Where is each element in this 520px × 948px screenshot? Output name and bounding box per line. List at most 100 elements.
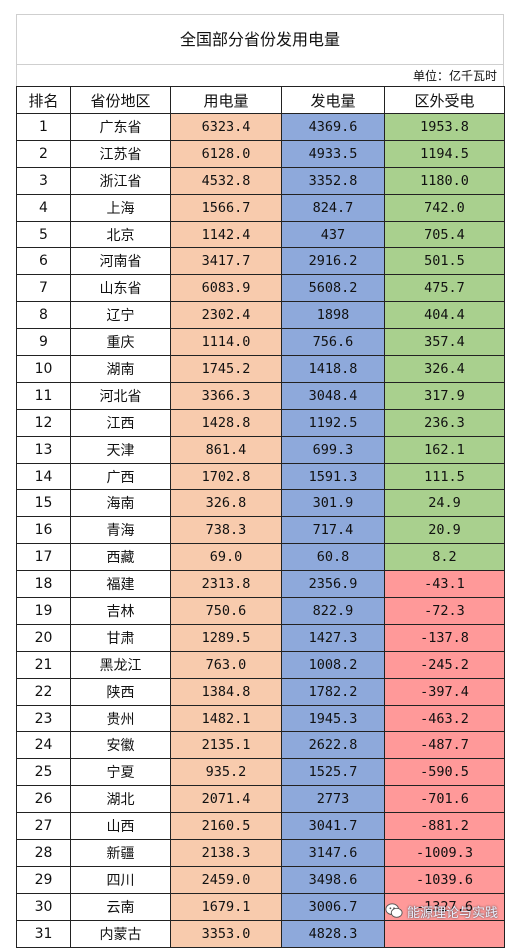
table-row: 12 江西 1428.8 1192.5 236.3 xyxy=(16,408,505,437)
cell-rank: 26 xyxy=(16,785,71,814)
table-row: 16 青海 738.3 717.4 20.9 xyxy=(16,516,505,545)
cell-rank: 3 xyxy=(16,166,71,195)
header-row: 排名 省份地区 用电量 发电量 区外受电 xyxy=(16,86,505,114)
table-row: 30 云南 1679.1 3006.7 -1327.6 xyxy=(16,892,505,921)
cell-rank: 8 xyxy=(16,301,71,330)
cell-usage: 2459.0 xyxy=(170,865,282,894)
table-row: 13 天津 861.4 699.3 162.1 xyxy=(16,435,505,464)
cell-province: 云南 xyxy=(70,892,171,921)
cell-usage: 2313.8 xyxy=(170,570,282,599)
cell-usage: 1679.1 xyxy=(170,892,282,921)
cell-rank: 9 xyxy=(16,328,71,357)
table-row: 14 广西 1702.8 1591.3 111.5 xyxy=(16,462,505,491)
cell-net-import: 236.3 xyxy=(384,408,505,437)
cell-usage: 1745.2 xyxy=(170,355,282,383)
cell-generation: 1418.8 xyxy=(281,355,385,383)
cell-province: 内蒙古 xyxy=(70,919,171,948)
cell-generation: 3498.6 xyxy=(281,865,385,894)
cell-province: 新疆 xyxy=(70,839,171,867)
cell-net-import: -487.7 xyxy=(384,731,505,760)
table-row: 11 河北省 3366.3 3048.4 317.9 xyxy=(16,381,505,410)
cell-province: 海南 xyxy=(70,489,171,518)
table-row: 5 北京 1142.4 437 705.4 xyxy=(16,220,505,249)
cell-rank: 29 xyxy=(16,865,71,894)
table-row: 1 广东省 6323.4 4369.6 1953.8 xyxy=(16,113,505,141)
cell-province: 陕西 xyxy=(70,677,171,706)
cell-generation: 4828.3 xyxy=(281,919,385,948)
cell-net-import xyxy=(384,919,505,948)
cell-rank: 13 xyxy=(16,435,71,464)
cell-generation: 1008.2 xyxy=(281,650,385,679)
watermark: 能源理论与实践 xyxy=(385,898,498,924)
cell-usage: 6323.4 xyxy=(170,113,282,141)
cell-generation: 3147.6 xyxy=(281,839,385,867)
cell-province: 河南省 xyxy=(70,247,171,276)
cell-rank: 10 xyxy=(16,355,71,383)
cell-rank: 20 xyxy=(16,623,71,652)
cell-usage: 6083.9 xyxy=(170,274,282,303)
cell-net-import: -1039.6 xyxy=(384,865,505,894)
cell-rank: 31 xyxy=(16,919,71,948)
cell-rank: 16 xyxy=(16,516,71,545)
cell-usage: 1384.8 xyxy=(170,677,282,706)
cell-province: 浙江省 xyxy=(70,166,171,195)
table-row: 19 吉林 750.6 822.9 -72.3 xyxy=(16,597,505,625)
cell-rank: 18 xyxy=(16,570,71,599)
cell-generation: 2773 xyxy=(281,785,385,814)
cell-rank: 2 xyxy=(16,139,71,168)
cell-usage: 861.4 xyxy=(170,435,282,464)
cell-province: 辽宁 xyxy=(70,301,171,330)
cell-rank: 7 xyxy=(16,274,71,303)
cell-rank: 27 xyxy=(16,812,71,841)
header-province: 省份地区 xyxy=(70,86,171,114)
cell-rank: 15 xyxy=(16,489,71,518)
cell-net-import: -881.2 xyxy=(384,812,505,841)
cell-usage: 1566.7 xyxy=(170,193,282,222)
cell-generation: 822.9 xyxy=(281,597,385,625)
cell-generation: 3006.7 xyxy=(281,892,385,921)
cell-province: 宁夏 xyxy=(70,758,171,787)
cell-rank: 4 xyxy=(16,193,71,222)
cell-rank: 24 xyxy=(16,731,71,760)
cell-province: 贵州 xyxy=(70,704,171,733)
header-net-import: 区外受电 xyxy=(384,86,505,114)
electricity-table: 排名 省份地区 用电量 发电量 区外受电 1 广东省 6323.4 4369.6 195… xyxy=(16,86,505,948)
cell-net-import: -245.2 xyxy=(384,650,505,679)
cell-usage: 69.0 xyxy=(170,543,282,572)
cell-generation: 1898 xyxy=(281,301,385,330)
cell-generation: 437 xyxy=(281,220,385,249)
table-row: 8 辽宁 2302.4 1898 404.4 xyxy=(16,301,505,330)
header-generation: 发电量 xyxy=(281,86,385,114)
cell-generation: 4369.6 xyxy=(281,113,385,141)
cell-net-import: 111.5 xyxy=(384,462,505,491)
cell-net-import: 475.7 xyxy=(384,274,505,303)
table-row: 31 内蒙古 3353.0 4828.3 xyxy=(16,919,505,948)
cell-net-import: 1194.5 xyxy=(384,139,505,168)
cell-net-import: -590.5 xyxy=(384,758,505,787)
cell-net-import: 1180.0 xyxy=(384,166,505,195)
cell-rank: 17 xyxy=(16,543,71,572)
table-row: 6 河南省 3417.7 2916.2 501.5 xyxy=(16,247,505,276)
cell-rank: 25 xyxy=(16,758,71,787)
cell-generation: 1525.7 xyxy=(281,758,385,787)
table-body: 1 广东省 6323.4 4369.6 1953.8 2 江苏省 6128.0 4933.5 11… xyxy=(16,113,505,948)
cell-generation: 1591.3 xyxy=(281,462,385,491)
cell-province: 重庆 xyxy=(70,328,171,357)
cell-usage: 4532.8 xyxy=(170,166,282,195)
cell-rank: 14 xyxy=(16,462,71,491)
cell-generation: 1427.3 xyxy=(281,623,385,652)
cell-rank: 12 xyxy=(16,408,71,437)
table-row: 28 新疆 2138.3 3147.6 -1009.3 xyxy=(16,839,505,867)
cell-rank: 6 xyxy=(16,247,71,276)
watermark-text: 能源理论与实践 xyxy=(407,905,499,921)
cell-usage: 2160.5 xyxy=(170,812,282,841)
cell-net-import: -463.2 xyxy=(384,704,505,733)
cell-usage: 3353.0 xyxy=(170,919,282,948)
cell-generation: 2916.2 xyxy=(281,247,385,276)
cell-province: 西藏 xyxy=(70,543,171,572)
cell-net-import: -701.6 xyxy=(384,785,505,814)
table-row: 29 四川 2459.0 3498.6 -1039.6 xyxy=(16,865,505,894)
cell-usage: 326.8 xyxy=(170,489,282,518)
table-row: 23 贵州 1482.1 1945.3 -463.2 xyxy=(16,704,505,733)
cell-rank: 5 xyxy=(16,220,71,249)
